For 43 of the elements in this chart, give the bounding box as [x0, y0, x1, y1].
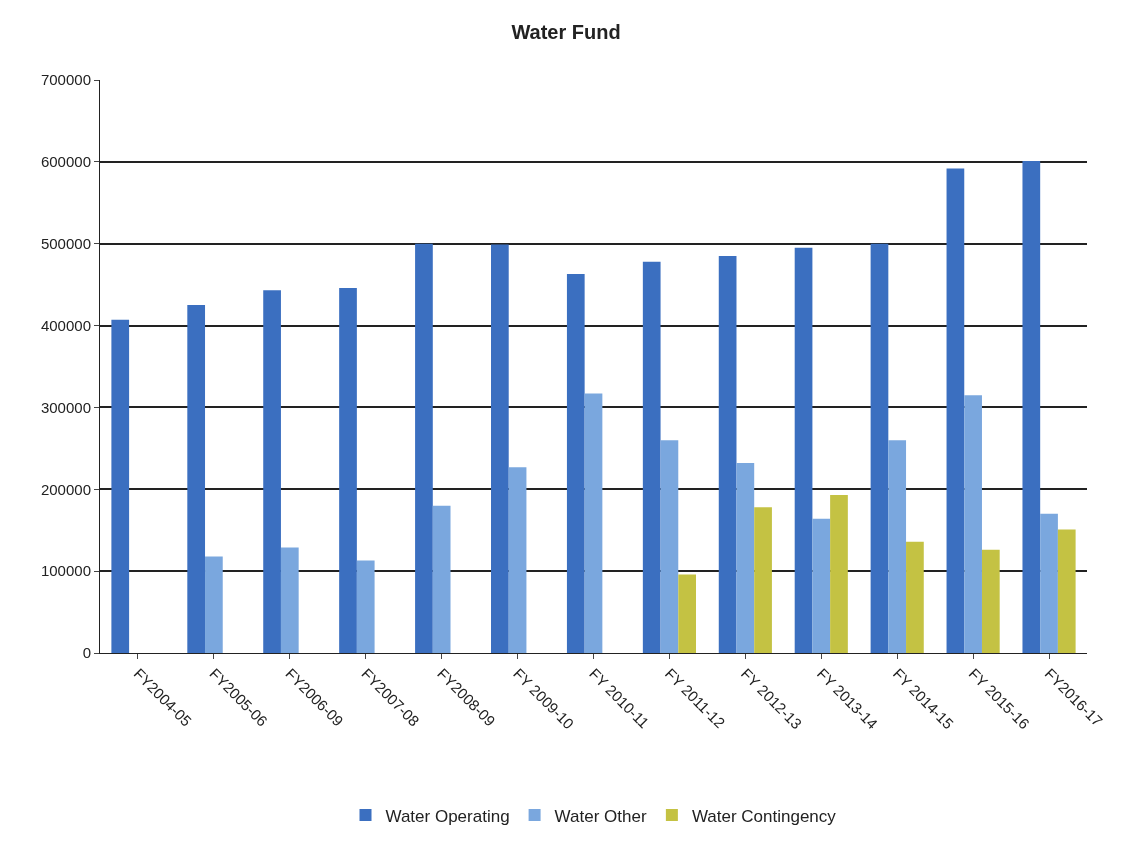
bar	[812, 518, 831, 653]
bar	[660, 440, 679, 653]
bar	[888, 440, 907, 653]
bar	[566, 274, 585, 653]
bar	[754, 507, 772, 653]
legend-label: Water Other	[554, 806, 647, 826]
bar	[736, 463, 755, 653]
bar	[205, 556, 223, 653]
legend-label: Water Contingency	[691, 806, 837, 826]
bar	[946, 168, 965, 653]
bar	[187, 305, 206, 653]
bar	[491, 244, 509, 653]
bar	[981, 549, 1000, 653]
bar	[1057, 529, 1076, 653]
y-tick-label: 500000	[40, 234, 91, 252]
bar	[111, 319, 130, 653]
bar	[642, 261, 661, 653]
y-tick-label: 100000	[40, 562, 91, 580]
bar	[280, 547, 299, 653]
bar	[584, 393, 603, 653]
y-tick-label: 200000	[40, 480, 91, 498]
chart-title: Water Fund	[511, 21, 621, 44]
bar	[432, 505, 451, 653]
bar	[1022, 161, 1041, 653]
bar	[508, 467, 527, 653]
bar	[339, 287, 357, 653]
y-tick-label: 600000	[40, 153, 91, 171]
bar	[263, 290, 281, 653]
bar	[830, 495, 848, 653]
bar	[415, 243, 433, 653]
bar	[1040, 513, 1058, 653]
y-tick-label: 400000	[40, 316, 91, 334]
bar	[718, 255, 737, 653]
bar	[794, 247, 813, 653]
bar	[870, 243, 889, 653]
bar	[356, 560, 375, 653]
bar	[906, 541, 924, 653]
y-tick-label: 700000	[40, 71, 91, 89]
bar	[964, 395, 982, 653]
y-tick-label: 300000	[40, 398, 91, 416]
y-tick-label: 0	[82, 644, 91, 662]
legend-label: Water Operating	[385, 806, 510, 826]
bar	[678, 574, 696, 653]
